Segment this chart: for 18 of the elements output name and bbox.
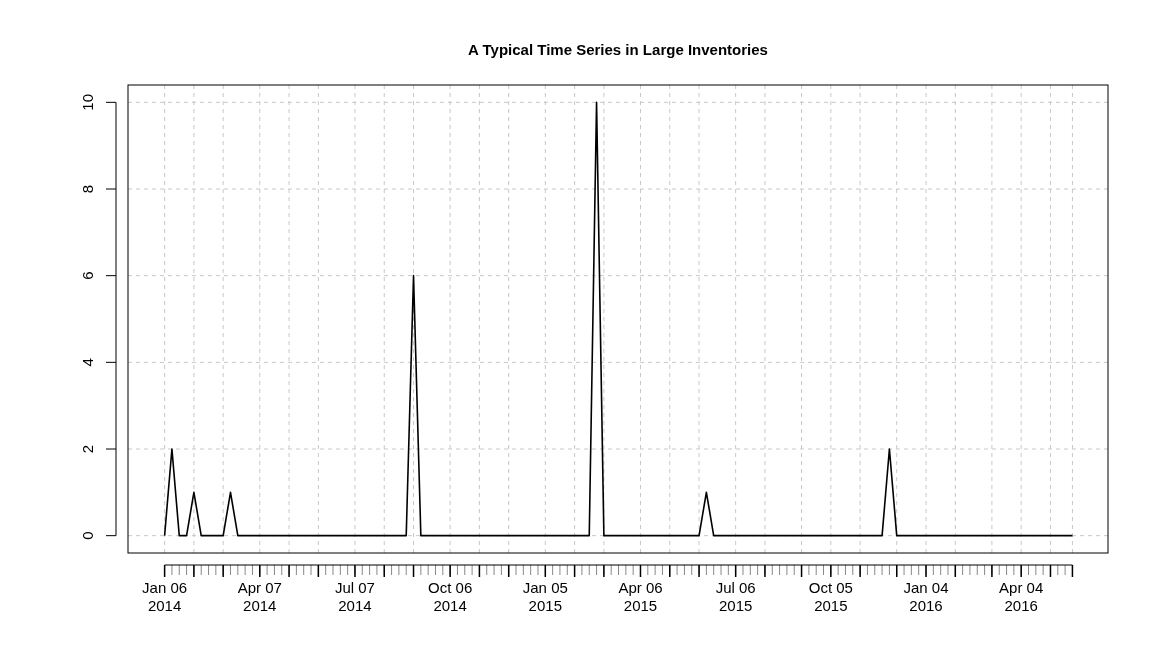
chart-title: A Typical Time Series in Large Inventories — [468, 41, 768, 58]
x-tick-label: Oct 06 2014 — [428, 579, 473, 614]
y-tick-label: 2 — [79, 444, 96, 454]
x-tick-label: Apr 04 2016 — [999, 579, 1044, 614]
line-series — [163, 101, 1074, 537]
y-tick-label: 8 — [79, 184, 96, 194]
y-tick-label: 10 — [79, 93, 96, 111]
x-tick-label: Jul 07 2014 — [334, 579, 375, 614]
y-tick-label: 4 — [79, 358, 96, 367]
y-tick-label: 0 — [79, 531, 96, 540]
y-tick-label: 6 — [79, 271, 96, 280]
x-tick-label: Jul 06 2015 — [715, 579, 756, 614]
x-tick-label: Jan 04 2016 — [903, 579, 949, 614]
x-tick-label: Apr 07 2014 — [237, 579, 282, 614]
x-tick-label: Apr 06 2015 — [618, 579, 663, 614]
x-tick-label: Jan 06 2014 — [142, 579, 188, 614]
x-tick-label: Oct 05 2015 — [808, 579, 853, 614]
x-tick-label: Jan 05 2015 — [522, 579, 568, 614]
